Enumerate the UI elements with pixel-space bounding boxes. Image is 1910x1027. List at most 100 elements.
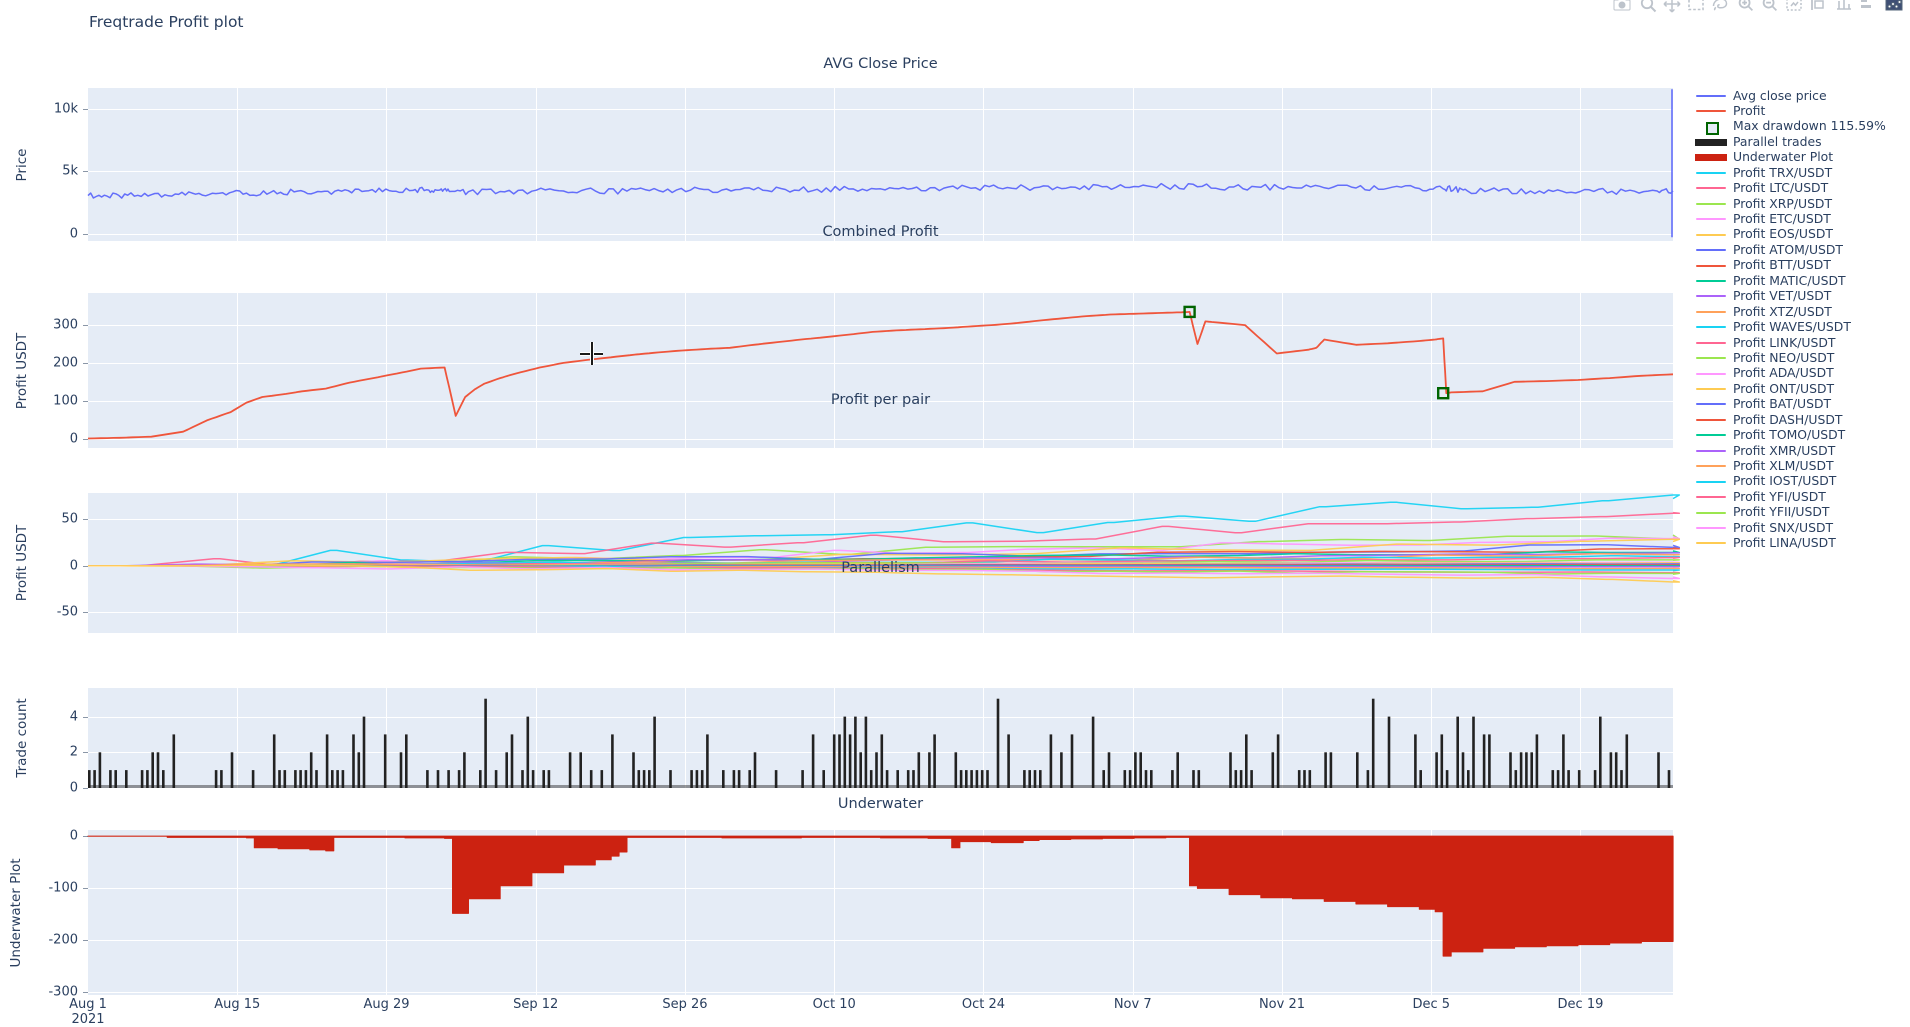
legend[interactable]: Avg close price Profit Max drawdown 115.59… bbox=[1694, 88, 1886, 551]
zoom-out-icon[interactable] bbox=[1759, 0, 1780, 14]
legend-item[interactable]: Parallel trades bbox=[1694, 134, 1886, 149]
legend-item[interactable]: Profit TRX/USDT bbox=[1694, 165, 1886, 180]
panel-combined-profit[interactable] bbox=[87, 293, 1674, 448]
legend-swatch-line-icon[interactable] bbox=[1694, 289, 1728, 303]
legend-item[interactable]: Profit ATOM/USDT bbox=[1694, 242, 1886, 257]
legend-item[interactable]: Profit XTZ/USDT bbox=[1694, 304, 1886, 319]
legend-item[interactable]: Profit XMR/USDT bbox=[1694, 443, 1886, 458]
panel-avg-close-price[interactable] bbox=[87, 88, 1674, 241]
legend-item[interactable]: Profit ONT/USDT bbox=[1694, 381, 1886, 396]
legend-swatch-line-icon[interactable] bbox=[1694, 274, 1728, 288]
legend-swatch-square-icon[interactable] bbox=[1694, 120, 1728, 135]
legend-swatch-line-icon[interactable] bbox=[1694, 521, 1728, 535]
legend-swatch-bar-icon[interactable] bbox=[1694, 135, 1728, 149]
parallel-trades-bar bbox=[457, 770, 461, 788]
legend-item[interactable]: Max drawdown 115.59% bbox=[1694, 119, 1886, 135]
gridline bbox=[88, 519, 1673, 520]
series-layer-avg-close-price bbox=[87, 89, 1674, 238]
y-tick-mark bbox=[83, 836, 88, 838]
legend-item[interactable]: Profit YFI/USDT bbox=[1694, 489, 1886, 504]
legend-item[interactable]: Profit LINA/USDT bbox=[1694, 536, 1886, 551]
box-select-icon[interactable] bbox=[1685, 0, 1706, 14]
legend-item[interactable]: Profit BTT/USDT bbox=[1694, 258, 1886, 273]
legend-swatch-line-icon[interactable] bbox=[1694, 475, 1728, 489]
legend-swatch-line-icon[interactable] bbox=[1694, 259, 1728, 273]
legend-item[interactable]: Profit ETC/USDT bbox=[1694, 212, 1886, 227]
plotly-modebar[interactable] bbox=[1611, 0, 1904, 14]
panel-profit-per-pair[interactable] bbox=[88, 493, 1681, 633]
legend-item[interactable]: Profit YFII/USDT bbox=[1694, 505, 1886, 520]
parallel-trades-bar bbox=[864, 716, 868, 788]
legend-swatch-line-icon[interactable] bbox=[1694, 212, 1728, 226]
legend-item[interactable]: Profit IOST/USDT bbox=[1694, 474, 1886, 489]
lasso-select-icon[interactable] bbox=[1709, 0, 1730, 14]
legend-swatch-line-icon[interactable] bbox=[1694, 397, 1728, 411]
legend-swatch-line-icon[interactable] bbox=[1694, 536, 1728, 550]
parallel-trades-bar bbox=[1033, 770, 1037, 788]
legend-item[interactable]: Profit EOS/USDT bbox=[1694, 227, 1886, 242]
legend-swatch-line-icon[interactable] bbox=[1694, 305, 1728, 319]
parallel-trades-bar bbox=[774, 770, 778, 788]
legend-swatch-line-icon[interactable] bbox=[1694, 444, 1728, 458]
plotly-logo-icon[interactable] bbox=[1883, 0, 1904, 14]
autoscale-icon[interactable] bbox=[1783, 0, 1804, 14]
legend-swatch-line-icon[interactable] bbox=[1694, 104, 1728, 118]
vertical-gridline bbox=[983, 830, 984, 995]
legend-item[interactable]: Profit SNX/USDT bbox=[1694, 520, 1886, 535]
legend-item[interactable]: Profit MATIC/USDT bbox=[1694, 273, 1886, 288]
parallel-trades-bar bbox=[357, 752, 361, 788]
gridline bbox=[88, 401, 1673, 402]
legend-item[interactable]: Avg close price bbox=[1694, 88, 1886, 103]
legend-swatch-line-icon[interactable] bbox=[1694, 382, 1728, 396]
parallel-trades-bar bbox=[1144, 770, 1148, 788]
parallel-trades-bar bbox=[611, 734, 614, 788]
legend-swatch-line-icon[interactable] bbox=[1694, 490, 1728, 504]
legend-swatch-line-icon[interactable] bbox=[1694, 197, 1728, 211]
legend-swatch-line-icon[interactable] bbox=[1694, 413, 1728, 427]
parallel-trades-bar bbox=[975, 770, 979, 788]
legend-item[interactable]: Profit NEO/USDT bbox=[1694, 350, 1886, 365]
legend-swatch-line-icon[interactable] bbox=[1694, 351, 1728, 365]
y-axis-label-profit-per-pair: Profit USDT bbox=[14, 524, 30, 602]
legend-swatch-line-icon[interactable] bbox=[1694, 243, 1728, 257]
legend-item[interactable]: Profit LINK/USDT bbox=[1694, 335, 1886, 350]
legend-swatch-line-icon[interactable] bbox=[1694, 336, 1728, 350]
legend-swatch-line-icon[interactable] bbox=[1694, 428, 1728, 442]
legend-item[interactable]: Profit XLM/USDT bbox=[1694, 459, 1886, 474]
camera-icon[interactable] bbox=[1611, 0, 1632, 14]
legend-item[interactable]: Profit TOMO/USDT bbox=[1694, 428, 1886, 443]
legend-swatch-line-icon[interactable] bbox=[1694, 166, 1728, 180]
toggle-spike-lines-icon[interactable] bbox=[1833, 0, 1854, 14]
legend-item[interactable]: Profit LTC/USDT bbox=[1694, 181, 1886, 196]
parallel-trades-bar bbox=[885, 770, 889, 788]
hover-compare-icon[interactable] bbox=[1857, 0, 1878, 14]
zoom-icon[interactable] bbox=[1637, 0, 1658, 14]
legend-swatch-line-icon[interactable] bbox=[1694, 320, 1728, 334]
max-drawdown-marker bbox=[1183, 305, 1196, 319]
panel-parallelism[interactable] bbox=[88, 688, 1673, 789]
legend-item[interactable]: Underwater Plot bbox=[1694, 150, 1886, 165]
pan-icon[interactable] bbox=[1661, 0, 1682, 14]
reset-axes-icon[interactable] bbox=[1807, 0, 1828, 14]
legend-item[interactable]: Profit ADA/USDT bbox=[1694, 366, 1886, 381]
legend-swatch-line-icon[interactable] bbox=[1694, 89, 1728, 103]
legend-item[interactable]: Profit WAVES/USDT bbox=[1694, 320, 1886, 335]
subplot-title-parallelism: Parallelism bbox=[841, 560, 920, 576]
legend-swatch-bar-icon[interactable] bbox=[1694, 150, 1728, 164]
legend-item[interactable]: Profit bbox=[1694, 103, 1886, 118]
legend-item[interactable]: Profit VET/USDT bbox=[1694, 289, 1886, 304]
legend-swatch-line-icon[interactable] bbox=[1694, 181, 1728, 195]
legend-swatch-line-icon[interactable] bbox=[1694, 367, 1728, 381]
zoom-in-icon[interactable] bbox=[1735, 0, 1756, 14]
vertical-gridline bbox=[536, 688, 537, 788]
legend-swatch-line-icon[interactable] bbox=[1694, 459, 1728, 473]
legend-swatch-line-icon[interactable] bbox=[1694, 506, 1728, 520]
legend-item[interactable]: Profit BAT/USDT bbox=[1694, 397, 1886, 412]
panel-underwater[interactable] bbox=[87, 830, 1674, 995]
legend-swatch-line-icon[interactable] bbox=[1694, 228, 1728, 242]
y-tick-mark bbox=[83, 788, 88, 789]
parallel-trades-bar bbox=[859, 752, 862, 788]
legend-item[interactable]: Profit XRP/USDT bbox=[1694, 196, 1886, 211]
legend-item[interactable]: Profit DASH/USDT bbox=[1694, 412, 1886, 427]
